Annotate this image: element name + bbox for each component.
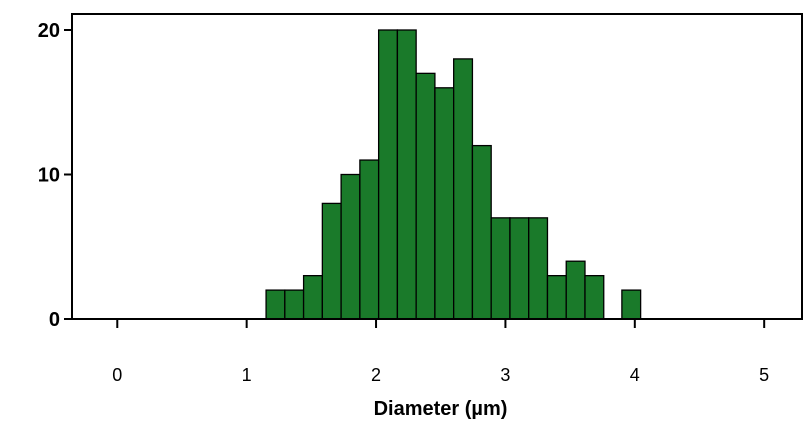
y-tick-label-0: 0 [49,309,60,331]
x-axis: 0 1 2 3 4 5 [112,319,769,385]
histogram-bar-1 [284,289,305,320]
histogram-bar-5 [359,159,380,320]
histogram-bar-8 [415,72,436,320]
x-tick-label-2: 2 [371,365,381,385]
histogram-bar-11 [471,144,492,320]
histogram-bar-17 [584,274,605,320]
y-axis: 0 10 20 [38,20,72,331]
x-tick-label-1: 1 [242,365,252,385]
x-tick-label-4: 4 [630,365,640,385]
x-tick-label-5: 5 [759,365,769,385]
histogram-bar-12 [490,217,511,320]
histogram-bar-2 [302,274,323,320]
histogram-bar-6 [377,29,399,320]
histogram-bar-7 [396,29,417,320]
histogram-bar-4 [340,173,361,320]
x-axis-title: Diameter (µm) [374,398,508,420]
y-tick-label-1: 10 [38,165,60,187]
histogram-bar-10 [453,58,474,320]
histogram-bar-0 [265,289,286,320]
y-tick-label-2: 20 [38,20,60,42]
x-tick-label-3: 3 [500,365,510,385]
histogram-bars [265,29,642,320]
plot-frame [71,13,803,320]
x-tick-label-0: 0 [112,365,122,385]
histogram-bar-14 [528,217,549,320]
histogram-bar-16 [565,260,586,320]
histogram-bar-15 [546,274,567,320]
histogram-bar-3 [321,202,342,320]
histogram-bar-9 [434,87,455,320]
histogram-bar-13 [509,217,530,320]
histogram-bar-18 [621,289,642,320]
